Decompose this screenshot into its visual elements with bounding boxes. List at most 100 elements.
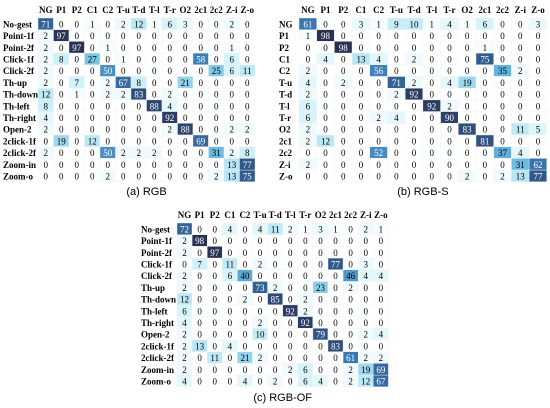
cell-value-label: 7 bbox=[75, 78, 80, 88]
cell-value-label: 0 bbox=[258, 271, 263, 281]
cell-value-label: 12 bbox=[41, 90, 50, 100]
cell-value-label: 2 bbox=[168, 125, 173, 135]
cell-value-label: 0 bbox=[483, 113, 488, 123]
cell-value-label: 12 bbox=[134, 19, 143, 29]
cell-value-label: 0 bbox=[121, 66, 126, 76]
cell-value-label: 4 bbox=[376, 54, 381, 64]
cell-value-label: 5 bbox=[536, 125, 541, 135]
cell-value-label: 0 bbox=[430, 90, 435, 100]
column-label: NG bbox=[301, 5, 315, 15]
cell-value-label: 2 bbox=[412, 78, 417, 88]
cell-value-label: 31 bbox=[516, 160, 525, 170]
cell-value-label: 4 bbox=[258, 224, 263, 234]
cell-value-label: 2 bbox=[44, 31, 49, 41]
cell-value-label: 4 bbox=[182, 376, 187, 386]
cell-value-label: 0 bbox=[341, 125, 346, 135]
cell-value-label: 0 bbox=[90, 125, 95, 135]
cell-value-label: 0 bbox=[333, 295, 338, 305]
cell-value-label: 2 bbox=[106, 78, 111, 88]
cell-value-label: 21 bbox=[181, 78, 190, 88]
cell-value-label: 0 bbox=[518, 43, 523, 53]
cell-value-label: 4 bbox=[228, 341, 233, 351]
cell-value-label: 0 bbox=[318, 306, 323, 316]
cell-value-label: 0 bbox=[90, 31, 95, 41]
cell-value-label: 0 bbox=[341, 101, 346, 111]
cell-value-label: 0 bbox=[258, 341, 263, 351]
cell-value-label: 0 bbox=[379, 295, 384, 305]
cell-value-label: 0 bbox=[59, 90, 64, 100]
cell-value-label: 0 bbox=[137, 54, 142, 64]
cell-value-label: 0 bbox=[500, 19, 505, 29]
cell-value-label: 0 bbox=[483, 90, 488, 100]
cell-value-label: 0 bbox=[228, 236, 233, 246]
cell-value-label: 10 bbox=[410, 19, 420, 29]
cell-value-label: 0 bbox=[75, 171, 80, 181]
cell-value-label: 0 bbox=[376, 160, 381, 170]
cell-value-label: 77 bbox=[533, 171, 543, 181]
cell-value-label: 0 bbox=[518, 90, 523, 100]
cell-value-label: 0 bbox=[106, 31, 111, 41]
cell-value-label: 61 bbox=[303, 19, 312, 29]
cell-value-label: 0 bbox=[121, 31, 126, 41]
cell-value-label: 0 bbox=[90, 66, 95, 76]
cell-value-label: 0 bbox=[273, 341, 278, 351]
cell-value-label: 0 bbox=[245, 54, 250, 64]
cell-value-label: 2 bbox=[273, 376, 278, 386]
panel-caption: (b) RGB-S bbox=[397, 186, 448, 198]
cell-value-label: 2 bbox=[230, 125, 235, 135]
cell-value-label: 2 bbox=[288, 224, 293, 234]
cell-value-label: 0 bbox=[197, 353, 202, 363]
row-label: T-r bbox=[279, 113, 291, 123]
cell-value-label: 0 bbox=[197, 376, 202, 386]
cell-value-label: 0 bbox=[465, 54, 470, 64]
cell-value-label: 0 bbox=[536, 66, 541, 76]
cell-value-label: 0 bbox=[348, 306, 353, 316]
cell-value-label: 97 bbox=[210, 248, 220, 258]
cell-value-label: 0 bbox=[228, 365, 233, 375]
cell-value-label: 0 bbox=[214, 90, 219, 100]
cell-value-label: 2 bbox=[243, 295, 248, 305]
cell-value-label: 0 bbox=[323, 90, 328, 100]
cell-value-label: 0 bbox=[273, 365, 278, 375]
cell-value-label: 2 bbox=[306, 125, 311, 135]
cell-value-label: 0 bbox=[197, 271, 202, 281]
cell-value-label: 0 bbox=[348, 295, 353, 305]
cell-value-label: 0 bbox=[341, 113, 346, 123]
cell-value-label: 8 bbox=[59, 54, 64, 64]
cell-value-label: 0 bbox=[228, 283, 233, 293]
cell-value-label: 0 bbox=[106, 160, 111, 170]
cell-value-label: 97 bbox=[72, 43, 82, 53]
heatmap-cell bbox=[239, 169, 256, 183]
cell-value-label: 92 bbox=[165, 113, 174, 123]
cell-value-label: 0 bbox=[412, 31, 417, 41]
cell-value-label: 2 bbox=[303, 306, 308, 316]
cell-value-label: 0 bbox=[518, 136, 523, 146]
cell-value-label: 0 bbox=[168, 171, 173, 181]
cell-value-label: 0 bbox=[59, 101, 64, 111]
cell-value-label: 37 bbox=[498, 148, 508, 158]
cell-value-label: 0 bbox=[121, 160, 126, 170]
cell-value-label: 0 bbox=[412, 101, 417, 111]
cell-value-label: 0 bbox=[303, 236, 308, 246]
cell-value-label: 0 bbox=[90, 148, 95, 158]
cell-value-label: 0 bbox=[303, 353, 308, 363]
cell-value-label: 12 bbox=[180, 295, 189, 305]
cell-value-label: 92 bbox=[301, 318, 310, 328]
cell-value-label: 1 bbox=[465, 19, 470, 29]
cell-value-label: 2 bbox=[394, 90, 399, 100]
cell-value-label: 12 bbox=[88, 136, 97, 146]
cell-value-label: 0 bbox=[348, 248, 353, 258]
cell-value-label: 4 bbox=[379, 330, 384, 340]
column-label: T-r bbox=[299, 210, 311, 220]
cell-value-label: 0 bbox=[245, 31, 250, 41]
column-label: Z-o bbox=[531, 5, 545, 15]
row-label: P2 bbox=[279, 43, 289, 53]
cell-value-label: 0 bbox=[199, 90, 204, 100]
cell-value-label: 0 bbox=[500, 101, 505, 111]
cell-value-label: 0 bbox=[536, 43, 541, 53]
cell-value-label: 2 bbox=[182, 341, 187, 351]
cell-value-label: 0 bbox=[137, 125, 142, 135]
column-label: 2c2 bbox=[344, 210, 357, 220]
cell-value-label: 2 bbox=[182, 248, 187, 258]
confusion-matrix-panel: 61 0 0 3 1 9 10 1 4 1 6 0 0 31 98 0 0 0 0 0 0 0 0 0 0 0 00 0 98 0 0 0 0 0… bbox=[279, 5, 547, 198]
